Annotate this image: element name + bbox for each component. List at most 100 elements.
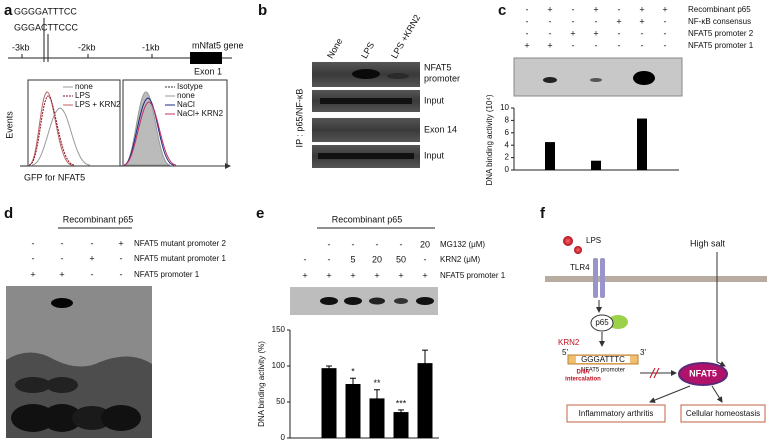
blot xyxy=(312,118,420,142)
strand-end: 5' xyxy=(562,348,568,357)
condition-sign: - xyxy=(526,4,529,14)
blot xyxy=(513,57,683,97)
condition-sign: + xyxy=(398,270,403,280)
condition-sign: - xyxy=(641,40,644,50)
y-tick-label: 2 xyxy=(505,153,510,162)
band xyxy=(387,73,409,79)
strand-end: 3' xyxy=(640,348,646,357)
condition-sign: + xyxy=(547,40,552,50)
condition-sign: - xyxy=(572,16,575,26)
row-label: Input xyxy=(424,150,445,160)
band xyxy=(15,377,51,393)
bar xyxy=(369,398,385,438)
band xyxy=(352,69,380,79)
condition-sign: - xyxy=(304,254,307,264)
histogram-curve xyxy=(123,101,177,166)
nfat5-label: NFAT5 xyxy=(689,368,717,378)
column-header: LPS +KRN2 xyxy=(389,13,422,60)
position-label: -1kb xyxy=(142,42,160,52)
position-label: -2kb xyxy=(78,42,96,52)
condition-sign: - xyxy=(664,16,667,26)
outcome-box xyxy=(680,404,766,423)
group-label: Recombinant p65 xyxy=(332,214,403,224)
condition-label: NFAT5 mutant promoter 1 xyxy=(134,254,226,263)
condition-sign: + xyxy=(89,253,94,263)
condition-sign: + xyxy=(524,40,529,50)
lps-label: LPS xyxy=(586,236,601,245)
legend-label: none xyxy=(177,91,195,100)
column-header: None xyxy=(325,37,344,61)
membrane xyxy=(545,276,767,282)
condition-sign: + xyxy=(616,16,621,26)
ip-label: IP : p65/NF-κB xyxy=(294,89,304,148)
p65-label: p65 xyxy=(595,318,609,327)
condition-sign: + xyxy=(593,4,598,14)
lps-ball xyxy=(574,246,582,254)
condition-sign: - xyxy=(664,28,667,38)
histogram-curve xyxy=(28,91,73,166)
condition-sign: + xyxy=(350,270,355,280)
band xyxy=(394,298,408,304)
condition-sign: - xyxy=(618,4,621,14)
condition-label: KRN2 (μM) xyxy=(440,255,481,264)
condition-sign: 20 xyxy=(420,239,430,249)
band xyxy=(369,297,385,305)
significance: * xyxy=(351,367,355,377)
condition-sign: + xyxy=(118,238,123,248)
condition-sign: + xyxy=(374,270,379,280)
condition-sign: - xyxy=(400,239,403,249)
condition-label: NFAT5 mutant promoter 2 xyxy=(134,239,226,248)
condition-sign: - xyxy=(526,16,529,26)
row-label: NFAT5 xyxy=(424,62,451,72)
exon xyxy=(190,52,222,64)
condition-sign: + xyxy=(547,4,552,14)
condition-sign: - xyxy=(32,238,35,248)
band xyxy=(590,78,602,82)
condition-sign: - xyxy=(549,28,552,38)
band xyxy=(318,153,414,159)
histogram-box xyxy=(27,79,121,167)
receptor xyxy=(593,258,598,298)
condition-sign: - xyxy=(91,269,94,279)
condition-sign: - xyxy=(618,40,621,50)
panel-e: e Recombinant p65 DNA binding activity (… xyxy=(256,205,438,427)
lps-ball xyxy=(563,236,573,246)
condition-sign: - xyxy=(91,238,94,248)
condition-sign: - xyxy=(376,239,379,249)
band xyxy=(51,298,73,308)
condition-label: MG132 (μM) xyxy=(440,240,485,249)
panel-f: f LPS TLR4 p65 KRN2 5' 3' GGGATTTC NFAT5… xyxy=(540,205,767,423)
position-label: -3kb xyxy=(12,42,30,52)
band xyxy=(320,98,412,104)
condition-sign: 5 xyxy=(350,254,355,264)
histogram-box xyxy=(122,79,228,167)
legend-label: NaCl+ KRN2 xyxy=(177,109,224,118)
condition-sign: + xyxy=(326,270,331,280)
row-label: promoter xyxy=(424,73,460,83)
panel-label: c xyxy=(498,2,506,19)
condition-sign: - xyxy=(328,239,331,249)
panel-label: e xyxy=(256,205,264,222)
y-tick-label: 8 xyxy=(505,116,510,125)
condition-sign: - xyxy=(120,253,123,263)
panel-label: a xyxy=(4,2,13,19)
y-tick-label: 150 xyxy=(272,325,286,334)
arrow xyxy=(649,385,691,403)
legend-label: none xyxy=(75,82,93,91)
histogram-curve xyxy=(123,97,175,166)
condition-sign: - xyxy=(641,28,644,38)
intercalation-label: intercalation xyxy=(565,377,601,383)
legend-label: LPS xyxy=(75,91,90,100)
condition-sign: + xyxy=(570,28,575,38)
y-label: DNA binding activity (%) xyxy=(257,341,266,427)
legend-label: Isotype xyxy=(177,82,203,91)
y-tick-label: 50 xyxy=(276,397,285,406)
condition-sign: - xyxy=(618,28,621,38)
condition-sign: + xyxy=(302,270,307,280)
condition-sign: - xyxy=(572,4,575,14)
legend-label: LPS + KRN2 xyxy=(75,100,121,109)
condition-label: Recombinant p65 xyxy=(688,5,751,14)
sequence: GGGATTTC xyxy=(581,355,625,364)
histogram-curve xyxy=(28,95,75,166)
